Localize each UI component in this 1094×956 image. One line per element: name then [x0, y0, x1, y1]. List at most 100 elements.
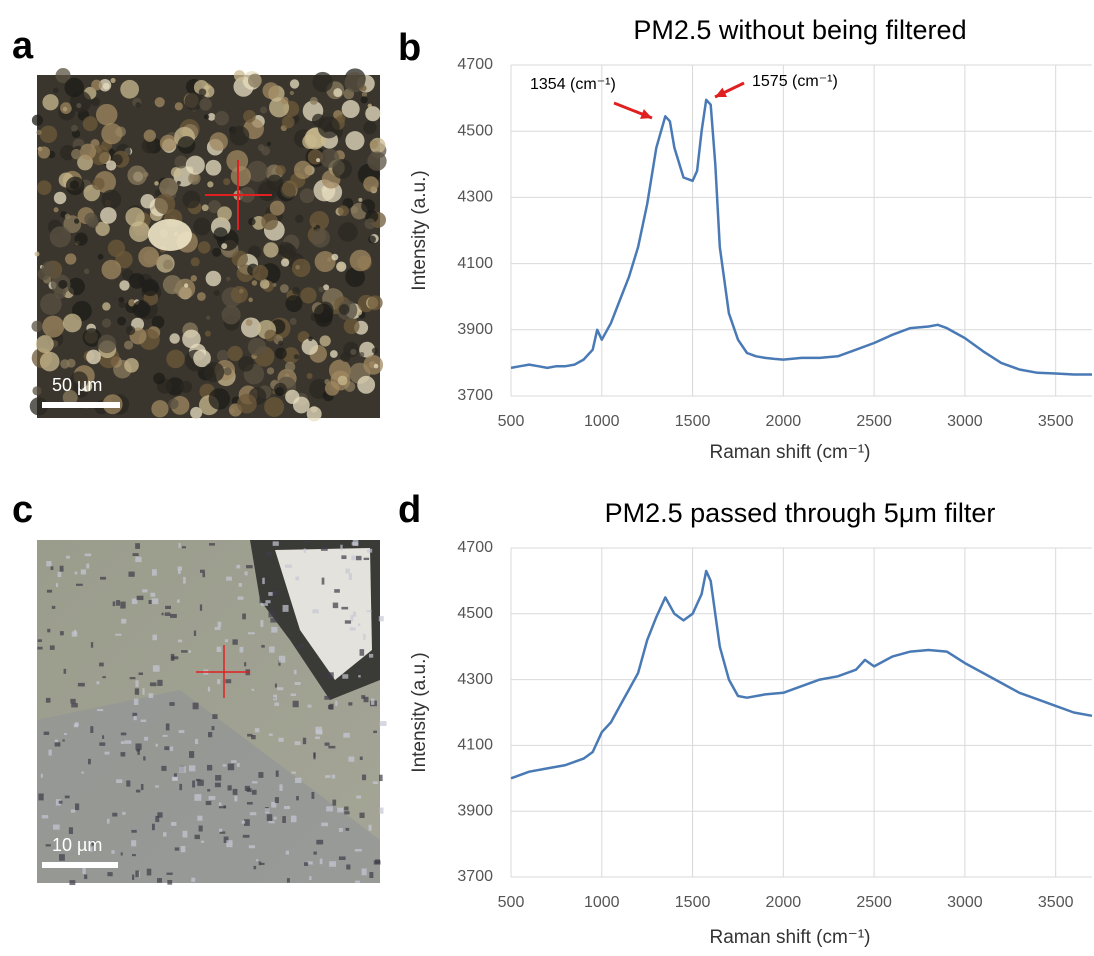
texture [254, 728, 260, 733]
texture [369, 872, 374, 879]
texture [46, 561, 52, 567]
texture [86, 563, 90, 569]
texture [136, 749, 141, 752]
panel-label: d [398, 489, 421, 531]
texture [216, 349, 229, 362]
texture [90, 846, 93, 852]
texture [197, 241, 211, 254]
texture [90, 642, 94, 648]
texture [131, 874, 135, 880]
texture [138, 672, 144, 676]
texture [225, 679, 232, 684]
texture [306, 406, 322, 422]
texture [154, 193, 176, 215]
texture [80, 143, 97, 160]
texture [132, 553, 139, 557]
texture [229, 125, 250, 146]
texture [301, 338, 319, 355]
texture [313, 303, 334, 324]
texture [64, 732, 67, 735]
texture [285, 564, 292, 568]
texture [50, 566, 54, 570]
texture [36, 180, 52, 195]
texture [40, 293, 62, 315]
texture [344, 811, 350, 815]
texture [307, 704, 312, 708]
texture [68, 827, 73, 834]
texture [64, 77, 84, 98]
texture [266, 141, 271, 146]
texture [102, 676, 106, 679]
texture [314, 251, 336, 273]
texture [214, 626, 221, 631]
texture [178, 730, 185, 733]
texture [102, 302, 111, 311]
texture [328, 359, 351, 382]
scale-bar-label: 10 µm [52, 835, 102, 855]
texture [338, 856, 346, 861]
texture [115, 633, 122, 636]
texture [211, 247, 222, 257]
texture [316, 158, 321, 163]
scale-bar [42, 402, 120, 408]
texture [359, 649, 365, 656]
texture [289, 79, 300, 89]
texture [361, 868, 367, 876]
texture [161, 612, 164, 616]
texture [272, 541, 279, 546]
texture [133, 715, 137, 721]
texture [294, 681, 301, 686]
texture [140, 719, 147, 722]
texture [143, 129, 156, 142]
texture [262, 82, 280, 99]
texture [354, 880, 361, 883]
texture [162, 259, 174, 270]
texture [131, 840, 137, 847]
y-tick-label: 4700 [457, 56, 493, 73]
texture [293, 160, 313, 180]
texture [367, 548, 373, 553]
texture [231, 760, 237, 763]
y-tick-label: 4100 [457, 255, 493, 272]
texture [310, 228, 330, 248]
texture [203, 114, 210, 120]
texture [129, 677, 136, 680]
texture [219, 828, 223, 832]
texture [348, 573, 352, 581]
texture [173, 773, 177, 778]
texture [192, 780, 196, 788]
texture [284, 361, 296, 373]
texture [74, 571, 78, 575]
texture [195, 738, 199, 745]
texture [193, 217, 211, 236]
texture [166, 872, 173, 875]
texture [166, 349, 185, 369]
texture [118, 301, 126, 309]
texture [268, 733, 273, 736]
texture [53, 191, 67, 205]
texture [299, 188, 315, 204]
texture [270, 618, 278, 623]
texture [201, 204, 209, 212]
chart-title: PM2.5 passed through 5μm filter [605, 498, 996, 528]
texture [308, 336, 313, 342]
texture [357, 623, 361, 627]
texture [213, 227, 228, 242]
x-axis-title: Raman shift (cm⁻¹) [710, 442, 871, 463]
texture [341, 606, 349, 610]
texture [278, 737, 284, 742]
texture [328, 745, 336, 749]
texture [162, 275, 182, 295]
texture [206, 764, 213, 771]
texture [234, 795, 238, 802]
texture [268, 610, 276, 618]
texture [223, 836, 229, 843]
texture [205, 800, 212, 806]
texture [258, 861, 262, 866]
texture [246, 802, 253, 805]
texture [324, 742, 330, 746]
texture [84, 874, 88, 880]
texture [101, 259, 122, 280]
texture [101, 123, 123, 145]
texture [151, 400, 169, 418]
